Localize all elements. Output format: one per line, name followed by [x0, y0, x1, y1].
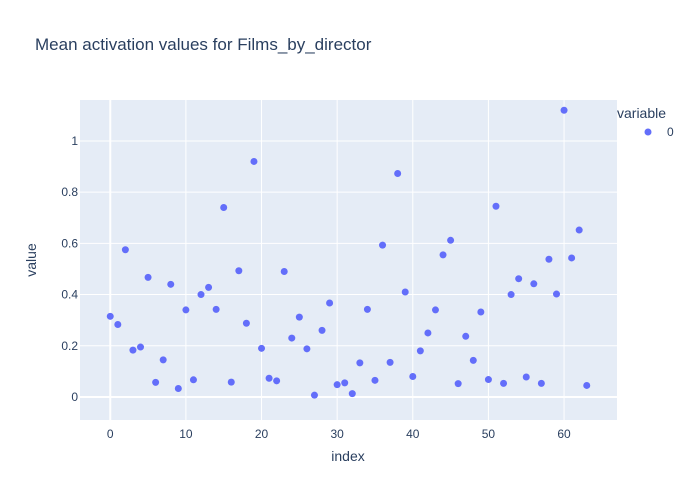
data-point[interactable] — [462, 332, 470, 340]
y-tick-label: 0.4 — [61, 288, 78, 302]
data-point[interactable] — [371, 376, 379, 384]
data-point[interactable] — [583, 381, 591, 389]
y-tick-labels: 0 0.2 0.4 0.6 0.8 1 — [61, 134, 78, 404]
y-tick-label: 0 — [71, 390, 78, 404]
plot-background — [80, 100, 617, 420]
data-point[interactable] — [552, 290, 560, 298]
data-point[interactable] — [492, 202, 500, 210]
data-point[interactable] — [265, 374, 273, 382]
data-point[interactable] — [258, 344, 266, 352]
data-point[interactable] — [197, 291, 205, 299]
legend: variable 0 — [617, 105, 674, 139]
data-point[interactable] — [363, 305, 371, 313]
x-tick-label: 30 — [330, 427, 344, 441]
data-point[interactable] — [121, 246, 129, 254]
legend-title: variable — [617, 105, 666, 121]
data-point[interactable] — [326, 299, 334, 307]
x-tick-label: 20 — [255, 427, 269, 441]
x-tick-label: 50 — [482, 427, 496, 441]
x-tick-labels: 0 10 20 30 40 50 60 — [107, 427, 571, 441]
data-point[interactable] — [394, 169, 402, 177]
data-point[interactable] — [424, 329, 432, 337]
data-point[interactable] — [469, 356, 477, 364]
x-axis-title: index — [331, 448, 364, 464]
data-point[interactable] — [273, 377, 281, 385]
data-point[interactable] — [159, 356, 167, 364]
data-point[interactable] — [152, 378, 160, 386]
data-point[interactable] — [212, 305, 220, 313]
x-tick-label: 60 — [557, 427, 571, 441]
data-point[interactable] — [537, 379, 545, 387]
data-point[interactable] — [144, 273, 152, 281]
data-point[interactable] — [401, 288, 409, 296]
data-point[interactable] — [379, 241, 387, 249]
data-point[interactable] — [356, 359, 364, 367]
data-point[interactable] — [447, 236, 455, 244]
data-point[interactable] — [106, 312, 114, 320]
data-point[interactable] — [386, 358, 394, 366]
data-point[interactable] — [242, 319, 250, 327]
data-point[interactable] — [205, 283, 213, 291]
data-point[interactable] — [409, 372, 417, 380]
data-point[interactable] — [114, 321, 122, 329]
data-point[interactable] — [431, 306, 439, 314]
y-tick-label: 0.8 — [61, 185, 78, 199]
legend-marker[interactable] — [644, 128, 652, 136]
data-point[interactable] — [560, 106, 568, 114]
data-point[interactable] — [439, 251, 447, 259]
y-axis-title: value — [23, 243, 39, 277]
data-point[interactable] — [288, 334, 296, 342]
data-points — [106, 106, 591, 399]
data-point[interactable] — [235, 267, 243, 275]
data-point[interactable] — [318, 326, 326, 334]
grid — [80, 100, 617, 420]
data-point[interactable] — [454, 380, 462, 388]
data-point[interactable] — [515, 275, 523, 283]
data-point[interactable] — [182, 306, 190, 314]
data-point[interactable] — [220, 204, 228, 212]
data-point[interactable] — [507, 291, 515, 299]
data-point[interactable] — [227, 378, 235, 386]
data-point[interactable] — [530, 280, 538, 288]
data-point[interactable] — [310, 391, 318, 399]
data-point[interactable] — [250, 157, 258, 165]
data-point[interactable] — [167, 280, 175, 288]
data-point[interactable] — [348, 390, 356, 398]
data-point[interactable] — [522, 373, 530, 381]
data-point[interactable] — [333, 381, 341, 389]
data-point[interactable] — [189, 376, 197, 384]
legend-item-label[interactable]: 0 — [667, 125, 674, 139]
x-tick-label: 0 — [107, 427, 114, 441]
data-point[interactable] — [137, 343, 145, 351]
data-point[interactable] — [484, 376, 492, 384]
data-point[interactable] — [341, 379, 349, 387]
y-tick-label: 0.2 — [61, 339, 78, 353]
x-tick-label: 40 — [406, 427, 420, 441]
data-point[interactable] — [174, 385, 182, 393]
y-tick-label: 0.6 — [61, 236, 78, 250]
data-point[interactable] — [280, 268, 288, 276]
data-point[interactable] — [575, 226, 583, 234]
x-tick-label: 10 — [179, 427, 193, 441]
data-point[interactable] — [295, 313, 303, 321]
data-point[interactable] — [500, 379, 508, 387]
data-point[interactable] — [303, 345, 311, 353]
y-tick-label: 1 — [71, 134, 78, 148]
data-point[interactable] — [568, 254, 576, 262]
data-point[interactable] — [477, 308, 485, 316]
data-point[interactable] — [545, 255, 553, 263]
data-point[interactable] — [416, 347, 424, 355]
data-point[interactable] — [129, 346, 137, 354]
chart-title: Mean activation values for Films_by_dire… — [35, 35, 372, 54]
